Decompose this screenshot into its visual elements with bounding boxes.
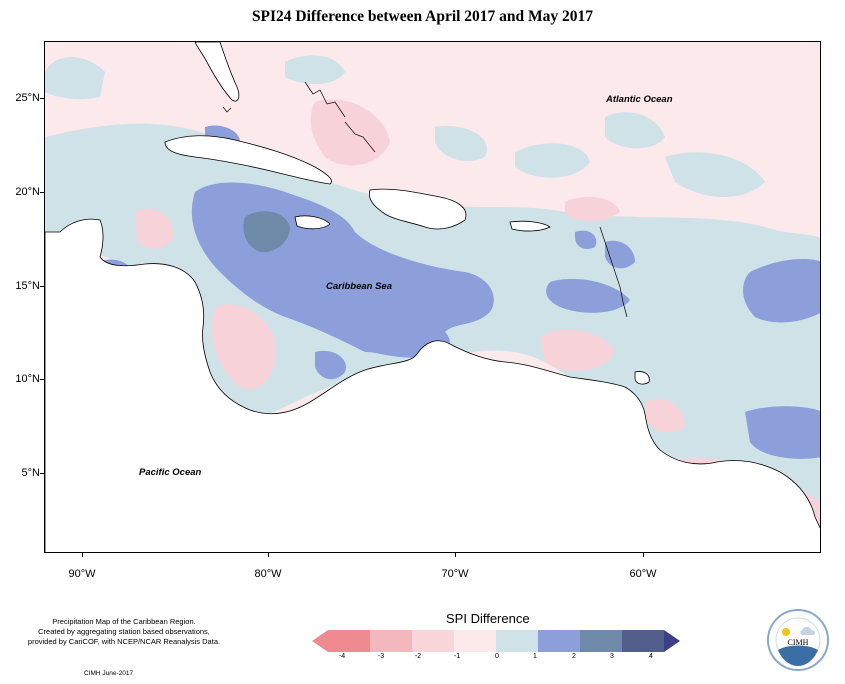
cloud-icon [800, 627, 816, 635]
y-tick [40, 192, 44, 193]
legend-tick: 4 [649, 653, 653, 660]
legend-arrow-right [664, 630, 680, 652]
legend-swatch [538, 630, 580, 652]
cuba [164, 135, 332, 185]
legend-swatch [370, 630, 412, 652]
note-line: provided by CariCOF, with NCEP/NCAR Rean… [27, 637, 221, 646]
legend-arrow-left [312, 630, 328, 652]
y-axis-label: 15°N [15, 280, 40, 292]
legend-tick: 2 [572, 653, 576, 660]
legend-tick: -4 [338, 653, 346, 660]
central-south-america [45, 218, 820, 552]
x-axis-label: 60°W [629, 568, 657, 580]
dark-blue-regions [243, 211, 290, 253]
x-axis-label: 90°W [68, 568, 96, 580]
jamaica [294, 215, 331, 230]
legend-colorbar [312, 630, 680, 652]
legend-swatch [622, 630, 664, 652]
legend-title: SPI Difference [446, 611, 530, 626]
y-tick [40, 286, 44, 287]
sun-icon [782, 628, 790, 636]
y-tick [40, 473, 44, 474]
legend-swatch [496, 630, 538, 652]
x-tick [643, 553, 644, 557]
atlantic-ocean-label: Atlantic Ocean [606, 94, 673, 105]
logo-text: CIMH [788, 638, 809, 647]
note-line: Precipitation Map of the Caribbean Regio… [52, 617, 196, 626]
legend-tick: -2 [414, 653, 422, 660]
land-masses [45, 42, 820, 552]
x-axis-label: 70°W [441, 568, 469, 580]
island-chain [222, 81, 628, 318]
legend-tick: -1 [453, 653, 461, 660]
y-tick [40, 98, 44, 99]
trinidad [634, 371, 650, 385]
legend-tick: 0 [495, 653, 499, 660]
legend-tick: 3 [610, 653, 614, 660]
legend-swatch [454, 630, 496, 652]
logo-wave [778, 645, 818, 666]
y-axis-label: 10°N [15, 373, 40, 385]
legend-swatch [328, 630, 370, 652]
pacific-ocean-label: Pacific Ocean [139, 467, 202, 478]
spi-difference-map [45, 42, 820, 552]
credit-text: CIMH June-2017 [84, 670, 134, 677]
map-title: SPI24 Difference between April 2017 and … [251, 8, 594, 25]
y-axis-label: 20°N [15, 186, 40, 198]
caribbean-sea-label: Caribbean Sea [326, 281, 392, 292]
legend-tick: -3 [377, 653, 385, 660]
map-panel [44, 41, 821, 553]
x-tick [455, 553, 456, 557]
note-line: Created by aggregating station based obs… [38, 627, 210, 636]
x-tick [82, 553, 83, 557]
y-tick [40, 379, 44, 380]
y-axis-label: 5°N [21, 467, 40, 479]
legend-tick: 1 [533, 653, 537, 660]
legend-swatch [580, 630, 622, 652]
cimh-logo: CIMH [767, 609, 829, 671]
legend-swatch [412, 630, 454, 652]
hispaniola [368, 188, 467, 230]
florida [194, 42, 240, 102]
y-axis-label: 25°N [15, 92, 40, 104]
puerto-rico [509, 220, 551, 232]
x-axis-label: 80°W [254, 568, 282, 580]
x-tick [268, 553, 269, 557]
